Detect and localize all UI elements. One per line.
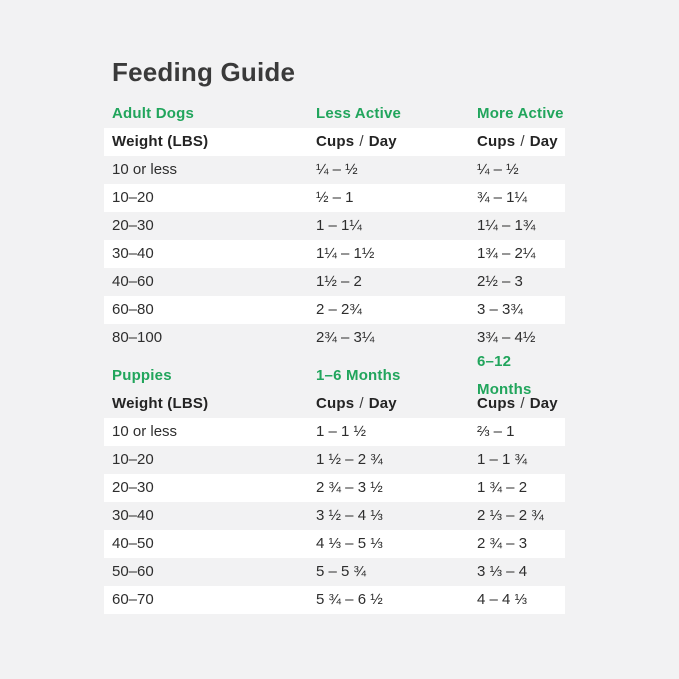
- table-row: 60–70 5 ¾ – 6 ½ 4 – 4 ⅓: [104, 586, 565, 614]
- table-row: 50–60 5 – 5 ¾ 3 ⅓ – 4: [104, 558, 565, 586]
- more-active-cell: 2½ – 3: [477, 273, 523, 290]
- months-1-6-cell: 5 – 5 ¾: [316, 563, 367, 580]
- slash-separator: /: [359, 133, 364, 150]
- table-row: 40–60 1½ – 2 2½ – 3: [104, 268, 565, 296]
- more-active-cell: ¾ – 1¼: [477, 189, 528, 206]
- weight-cell: 30–40: [112, 245, 154, 262]
- weight-cell: 40–50: [112, 535, 154, 552]
- weight-header: Weight (LBS): [112, 133, 209, 150]
- weight-cell: 10–20: [112, 189, 154, 206]
- slash-separator: /: [520, 133, 525, 150]
- weight-cell: 30–40: [112, 507, 154, 524]
- day-label: Day: [529, 133, 558, 150]
- section-header-row: Adult Dogs Less Active More Active: [104, 100, 565, 128]
- day-label: Day: [368, 133, 397, 150]
- cups-label: Cups: [477, 133, 516, 150]
- less-active-cell: ¼ – ½: [316, 161, 358, 178]
- weight-header: Weight (LBS): [112, 395, 209, 412]
- months-6-12-cell: 2 ⅓ – 2 ¾: [477, 507, 544, 524]
- months-1-6-cell: 4 ⅓ – 5 ⅓: [316, 535, 383, 552]
- weight-cell: 10–20: [112, 451, 154, 468]
- table-row: 30–40 3 ½ – 4 ⅓ 2 ⅓ – 2 ¾: [104, 502, 565, 530]
- slash-separator: /: [520, 395, 525, 412]
- cups-label: Cups: [316, 395, 355, 412]
- column-group-6-12-months: 6–12 Months: [477, 353, 532, 398]
- table-row: 80–100 2¾ – 3¼ 3¾ – 4½: [104, 324, 565, 352]
- more-active-cell: ¼ – ½: [477, 161, 519, 178]
- column-group-1-6-months: 1–6 Months: [316, 367, 401, 384]
- day-label: Day: [529, 395, 558, 412]
- cups-day-header: Cups / Day: [477, 128, 565, 156]
- weight-cell: 50–60: [112, 563, 154, 580]
- less-active-cell: 2¾ – 3¼: [316, 329, 375, 346]
- cups-day-header: Cups / Day: [477, 390, 565, 418]
- table-row: 30–40 1¼ – 1½ 1¾ – 2¼: [104, 240, 565, 268]
- table-row: 20–30 1 – 1¼ 1¼ – 1¾: [104, 212, 565, 240]
- cups-day-header: Cups / Day: [316, 128, 477, 156]
- slash-separator: /: [359, 395, 364, 412]
- column-header-row: Weight (LBS) Cups / Day Cups / Day: [104, 128, 565, 156]
- less-active-cell: 1¼ – 1½: [316, 245, 375, 262]
- section-title-puppies: Puppies: [112, 367, 172, 384]
- months-6-12-cell: 1 ¾ – 2: [477, 479, 528, 496]
- weight-cell: 40–60: [112, 273, 154, 290]
- months-1-6-cell: 1 – 1 ½: [316, 423, 367, 440]
- more-active-cell: 1¾ – 2¼: [477, 245, 536, 262]
- table-row: 10 or less 1 – 1 ½ ⅔ – 1: [104, 418, 565, 446]
- more-active-cell: 1¼ – 1¾: [477, 217, 536, 234]
- section-header-row: Puppies 1–6 Months 6–12 Months: [104, 353, 565, 398]
- weight-cell: 60–80: [112, 301, 154, 318]
- months-6-12-cell: 2 ¾ – 3: [477, 535, 528, 552]
- cups-day-header: Cups / Day: [316, 390, 477, 418]
- weight-cell: 60–70: [112, 591, 154, 608]
- more-active-cell: 3¾ – 4½: [477, 329, 536, 346]
- less-active-cell: 1½ – 2: [316, 273, 362, 290]
- weight-cell: 10 or less: [112, 161, 178, 178]
- months-6-12-cell: ⅔ – 1: [477, 423, 515, 440]
- weight-cell: 10 or less: [112, 423, 178, 440]
- cups-label: Cups: [316, 133, 355, 150]
- table-row: 40–50 4 ⅓ – 5 ⅓ 2 ¾ – 3: [104, 530, 565, 558]
- column-group-less-active: Less Active: [316, 105, 402, 122]
- weight-cell: 80–100: [112, 329, 163, 346]
- table-row: 10–20 1 ½ – 2 ¾ 1 – 1 ¾: [104, 446, 565, 474]
- months-1-6-cell: 5 ¾ – 6 ½: [316, 591, 383, 608]
- cups-label: Cups: [477, 395, 516, 412]
- months-1-6-cell: 2 ¾ – 3 ½: [316, 479, 383, 496]
- weight-cell: 20–30: [112, 217, 154, 234]
- table-row: 60–80 2 – 2¾ 3 – 3¾: [104, 296, 565, 324]
- column-header-row: Weight (LBS) Cups / Day Cups / Day: [104, 390, 565, 418]
- months-1-6-cell: 3 ½ – 4 ⅓: [316, 507, 383, 524]
- months-1-6-cell: 1 ½ – 2 ¾: [316, 451, 383, 468]
- more-active-cell: 3 – 3¾: [477, 301, 523, 318]
- months-6-12-cell: 3 ⅓ – 4: [477, 563, 528, 580]
- adult-dogs-table: Adult Dogs Less Active More Active Weigh…: [104, 100, 565, 352]
- section-title-adult-dogs: Adult Dogs: [112, 105, 194, 122]
- puppies-table: Puppies 1–6 Months 6–12 Months Weight (L…: [104, 353, 565, 614]
- table-row: 10–20 ½ – 1 ¾ – 1¼: [104, 184, 565, 212]
- less-active-cell: ½ – 1: [316, 189, 354, 206]
- months-6-12-cell: 4 – 4 ⅓: [477, 591, 528, 608]
- column-group-more-active: More Active: [477, 105, 564, 122]
- day-label: Day: [368, 395, 397, 412]
- less-active-cell: 2 – 2¾: [316, 301, 362, 318]
- table-row: 20–30 2 ¾ – 3 ½ 1 ¾ – 2: [104, 474, 565, 502]
- weight-cell: 20–30: [112, 479, 154, 496]
- page-title: Feeding Guide: [112, 57, 296, 87]
- less-active-cell: 1 – 1¼: [316, 217, 362, 234]
- months-6-12-cell: 1 – 1 ¾: [477, 451, 528, 468]
- table-row: 10 or less ¼ – ½ ¼ – ½: [104, 156, 565, 184]
